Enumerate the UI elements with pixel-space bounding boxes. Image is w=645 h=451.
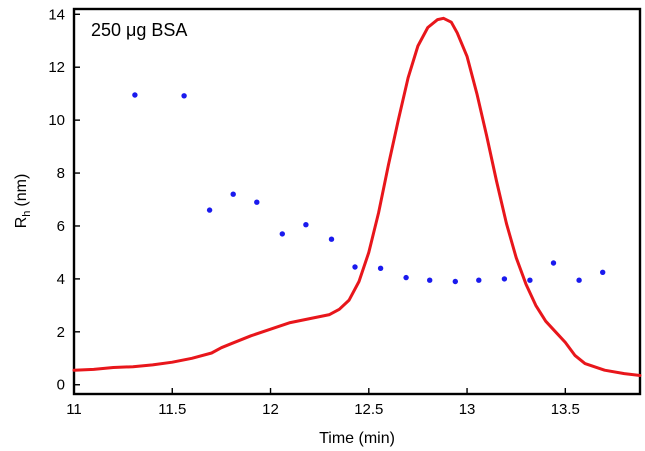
y-tick-label: 2	[57, 324, 65, 341]
x-tick-label: 12	[262, 401, 279, 418]
y-axis-label-main: R	[13, 217, 30, 229]
y-tick-label: 0	[57, 377, 65, 394]
rh-data-point	[181, 93, 187, 99]
y-tick-label: 14	[48, 6, 65, 23]
rh-data-point	[352, 264, 358, 270]
x-axis-ticks: 11 11.5 12 12.5 13 13.5	[66, 388, 580, 418]
rh-data-point	[230, 191, 236, 197]
rh-data-point	[501, 276, 508, 282]
y-tick-label: 6	[57, 218, 65, 235]
y-tick-label: 12	[48, 59, 65, 76]
rh-data-point	[403, 274, 409, 281]
chromatogram-line	[72, 16, 642, 377]
x-tick-label: 13.5	[551, 401, 580, 418]
rh-data-point	[328, 236, 335, 242]
y-axis-ticks: 0 2 4 6 8 10 12 14	[48, 6, 80, 394]
rh-data-point	[452, 278, 458, 285]
rh-data-point	[279, 231, 285, 237]
y-axis-label: Rh (nm)	[13, 174, 33, 229]
rh-data-point	[377, 265, 384, 271]
rh-data-point	[476, 277, 482, 283]
rh-data-point	[576, 277, 582, 283]
annotation-label: 250 μg BSA	[91, 20, 187, 40]
x-tick-label: 12.5	[354, 401, 383, 418]
series-layer	[72, 16, 642, 377]
y-tick-label: 4	[57, 271, 65, 288]
rh-data-point	[427, 277, 433, 283]
x-tick-label: 11	[66, 401, 82, 418]
rh-data-point	[550, 260, 557, 266]
rh-data-point	[206, 207, 213, 213]
rh-data-point	[527, 277, 533, 283]
rh-data-point	[303, 222, 309, 228]
rh-data-point	[132, 92, 138, 98]
y-axis-label-unit: (nm)	[13, 174, 30, 207]
y-axis-label-subscript: h	[21, 211, 33, 217]
rh-data-point	[254, 199, 260, 205]
x-axis-label: Time (min)	[319, 430, 395, 447]
x-tick-label: 13	[459, 401, 476, 418]
x-tick-label: 11.5	[158, 401, 186, 418]
y-tick-label: 8	[57, 165, 65, 182]
y-tick-label: 10	[48, 112, 65, 129]
plot-frame	[72, 7, 642, 396]
rh-data-point	[600, 269, 606, 275]
